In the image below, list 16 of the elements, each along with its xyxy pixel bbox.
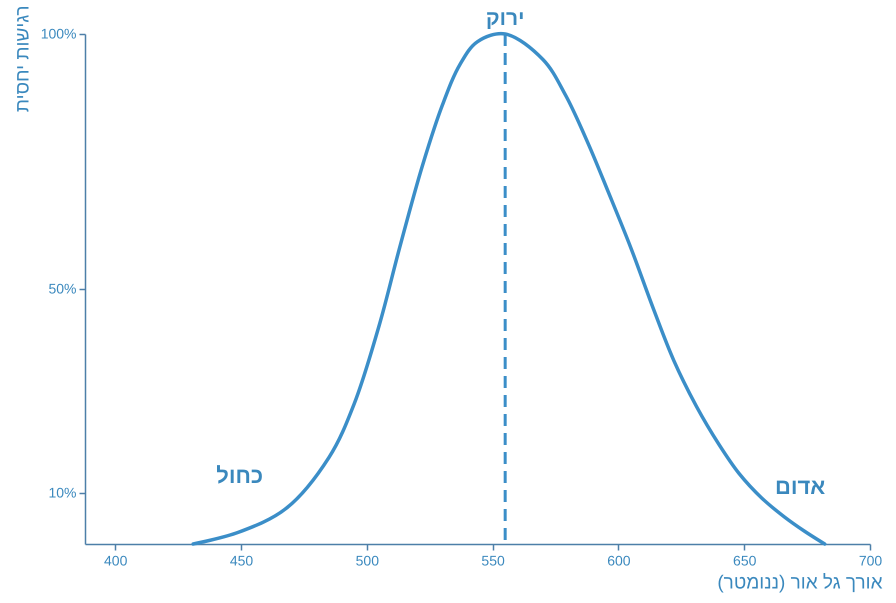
x-tick-label: 500: [356, 552, 380, 568]
line-series: [191, 32, 826, 546]
ref-line-label: ירוק: [486, 7, 524, 30]
y-axis-title: רגישות יחסית: [12, 6, 34, 112]
annotation: אדום: [774, 474, 826, 499]
x-tick-label: 700: [858, 552, 882, 568]
y-tick-label: 50%: [48, 280, 76, 296]
x-axis-title: אורך גל אור (ננומטר): [717, 572, 883, 594]
annotation: כחול: [216, 463, 264, 488]
x-tick-label: 450: [230, 552, 254, 568]
y-tick-label: 10%: [48, 484, 76, 500]
x-tick-label: 550: [481, 552, 505, 568]
x-tick-label: 400: [104, 552, 128, 568]
x-tick-label: 600: [607, 552, 631, 568]
x-tick-label: 650: [733, 552, 757, 568]
y-tick-label: 100%: [40, 26, 76, 42]
